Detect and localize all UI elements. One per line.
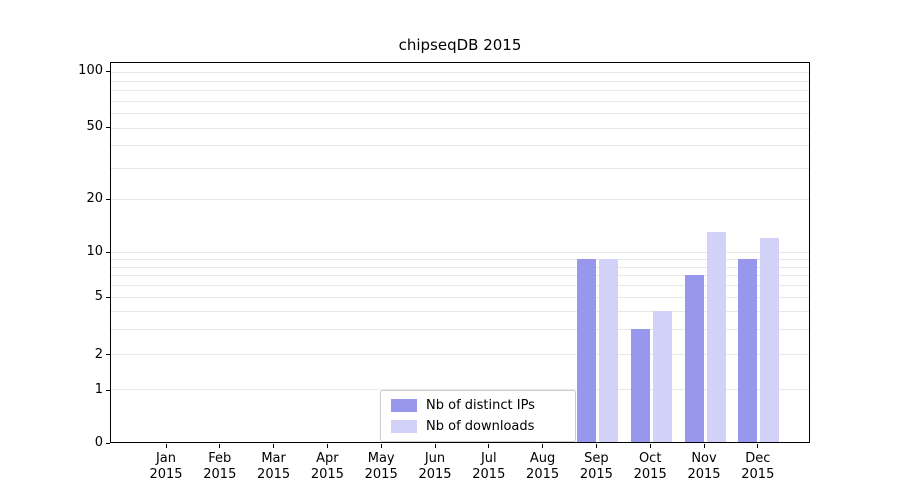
bar-downloads: [598, 258, 618, 442]
y-tick-label: 20: [86, 191, 103, 207]
y-gridline: [111, 199, 809, 201]
x-tick-label: Nov 2015: [687, 451, 721, 482]
y-tick-label: 1: [94, 382, 103, 398]
y-gridline: [111, 266, 809, 268]
x-tick-mark: [703, 444, 705, 448]
y-gridline: [111, 310, 809, 312]
x-tick-label: Jun 2015: [418, 451, 452, 482]
x-tick-label: May 2015: [364, 451, 398, 482]
bar-distinct_ips: [738, 258, 758, 442]
y-tick-label: 2: [94, 346, 103, 362]
downloads-swatch: [391, 420, 417, 433]
x-tick-label: Feb 2015: [203, 451, 237, 482]
y-tick-mark: [106, 126, 110, 128]
x-tick-label: Aug 2015: [526, 451, 560, 482]
x-tick-label: Dec 2015: [741, 451, 775, 482]
y-gridline: [111, 354, 809, 356]
y-gridline: [111, 80, 809, 82]
y-gridline: [111, 90, 809, 92]
y-gridline: [111, 127, 809, 129]
y-gridline: [111, 285, 809, 287]
bar-downloads: [652, 310, 672, 442]
x-tick-label: Sep 2015: [579, 451, 613, 482]
y-tick-label: 0: [94, 435, 103, 450]
x-tick-label: Jul 2015: [472, 451, 506, 482]
plot-area: [110, 62, 810, 443]
bar-downloads: [706, 232, 726, 442]
x-tick-mark: [649, 444, 651, 448]
y-gridline: [111, 275, 809, 277]
y-tick-mark: [106, 354, 110, 356]
y-tick-label: 10: [86, 244, 103, 260]
y-gridline: [111, 167, 809, 169]
legend-item: Nb of distinct IPs: [391, 398, 565, 413]
y-gridline: [111, 252, 809, 254]
y-tick-mark: [106, 442, 110, 444]
x-tick-mark: [542, 444, 544, 448]
y-tick-label: 100: [78, 63, 103, 79]
y-tick-label: 5: [94, 289, 103, 305]
legend-item-label: Nb of downloads: [426, 419, 535, 434]
y-gridline: [111, 145, 809, 147]
x-tick-label: Jan 2015: [149, 451, 183, 482]
y-tick-mark: [106, 296, 110, 298]
x-tick-mark: [757, 444, 759, 448]
x-tick-label: Mar 2015: [257, 451, 291, 482]
y-gridline: [111, 113, 809, 115]
y-tick-label: 50: [86, 119, 103, 135]
distinct-ips-swatch: [391, 399, 417, 412]
x-tick-mark: [380, 444, 382, 448]
legend-item: Nb of downloads: [391, 419, 565, 434]
x-tick-label: Apr 2015: [310, 451, 344, 482]
chart-title: chipseqDB 2015: [398, 36, 522, 54]
y-gridline: [111, 328, 809, 330]
x-tick-mark: [219, 444, 221, 448]
y-gridline: [111, 100, 809, 102]
x-tick-mark: [165, 444, 167, 448]
y-gridline: [111, 72, 809, 74]
y-gridline: [111, 296, 809, 298]
y-tick-mark: [106, 251, 110, 253]
y-tick-mark: [106, 389, 110, 391]
x-tick-mark: [434, 444, 436, 448]
bar-distinct_ips: [630, 328, 650, 442]
bar-distinct_ips: [684, 275, 704, 442]
legend-item-label: Nb of distinct IPs: [426, 398, 535, 413]
x-tick-mark: [595, 444, 597, 448]
y-gridline: [111, 258, 809, 260]
y-tick-mark: [106, 198, 110, 200]
x-tick-label: Oct 2015: [633, 451, 667, 482]
y-gridline: [111, 389, 809, 391]
x-tick-mark: [488, 444, 490, 448]
x-tick-mark: [273, 444, 275, 448]
bar-downloads: [760, 238, 780, 442]
legend: Nb of distinct IPs Nb of downloads: [380, 390, 576, 442]
bar-distinct_ips: [576, 258, 596, 442]
y-tick-mark: [106, 70, 110, 72]
x-tick-mark: [326, 444, 328, 448]
